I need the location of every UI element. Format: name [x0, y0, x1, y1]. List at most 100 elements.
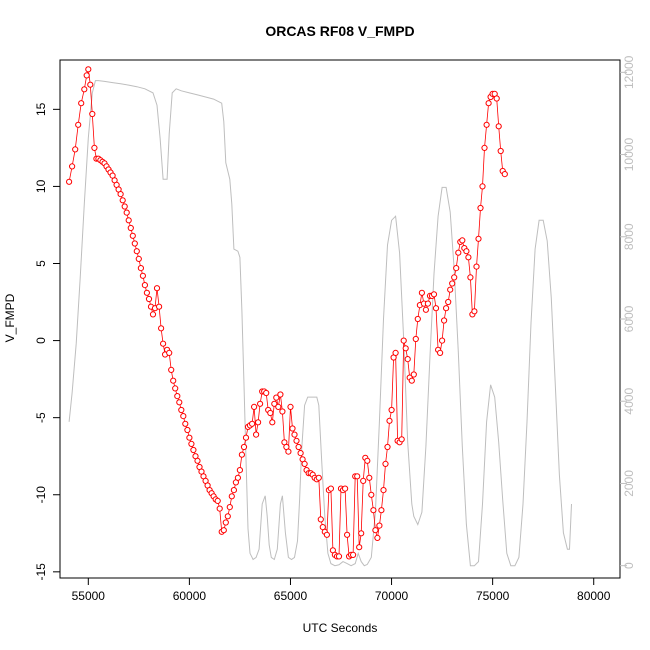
data-point: [166, 349, 173, 356]
data-point: [370, 507, 377, 514]
data-point: [483, 121, 490, 128]
data-point: [410, 371, 417, 378]
y2-tick-label: 0: [622, 562, 636, 569]
data-point: [449, 280, 456, 287]
axes: 55000 60000 65000 70000 75000 80000-15-10-505…: [34, 55, 636, 603]
data-point: [380, 487, 387, 494]
x-tick-label: 70000: [375, 589, 409, 603]
data-point: [257, 400, 264, 407]
data-point: [430, 291, 438, 298]
data-point: [374, 534, 381, 542]
data-point: [479, 183, 486, 190]
data-point: [323, 531, 330, 538]
data-point: [455, 249, 462, 256]
data-point: [287, 403, 294, 410]
data-point: [267, 409, 274, 417]
data-point: [216, 505, 223, 512]
data-point: [473, 263, 480, 270]
data-point: [222, 519, 229, 526]
data-point: [398, 436, 405, 443]
data-point: [382, 460, 389, 467]
data-point: [238, 451, 245, 458]
y2-tick-label: 12000: [622, 55, 636, 89]
data-point: [275, 403, 282, 410]
data-point: [437, 349, 444, 356]
data-point: [253, 431, 260, 438]
data-point: [384, 443, 391, 451]
data-point: [477, 204, 484, 212]
x-tick-label: 55000: [72, 589, 106, 603]
data-point: [372, 527, 379, 534]
plot-frame: [59, 59, 621, 579]
data-point: [418, 289, 425, 296]
data-point: [125, 217, 132, 224]
data-point: [443, 305, 450, 312]
primary-series-line: [68, 69, 506, 558]
data-point: [81, 86, 88, 93]
data-point: [459, 237, 466, 244]
y2-tick-label: 10000: [622, 138, 636, 172]
data-point: [72, 146, 79, 153]
data-point: [493, 95, 500, 102]
data-point: [178, 406, 185, 414]
data-point: [170, 377, 177, 384]
chart-title: ORCAS RF08 V_FMPD: [265, 23, 414, 39]
data-point: [414, 315, 421, 323]
data-point: [358, 530, 365, 537]
primary-series: [66, 66, 508, 560]
data-point: [441, 317, 448, 324]
data-point: [445, 298, 452, 306]
data-point: [291, 431, 298, 438]
x-tick-label: 65000: [274, 589, 308, 603]
data-point: [228, 493, 235, 500]
data-point: [273, 394, 280, 401]
data-point: [392, 349, 399, 356]
data-point: [297, 450, 304, 457]
data-point: [226, 504, 233, 511]
data-point: [376, 522, 383, 529]
data-point: [271, 400, 278, 407]
y-tick-label: 5: [34, 260, 48, 267]
data-point: [495, 123, 502, 130]
data-point: [497, 147, 504, 155]
data-point: [149, 311, 157, 318]
data-point: [269, 419, 276, 426]
data-point: [188, 440, 195, 447]
data-point: [220, 527, 227, 534]
data-point: [447, 286, 454, 293]
x-tick-label: 75000: [476, 589, 510, 603]
data-point: [131, 240, 138, 247]
data-point: [174, 393, 181, 400]
data-point: [471, 308, 478, 315]
data-point: [424, 300, 431, 307]
data-point: [404, 356, 411, 363]
data-point: [236, 467, 243, 474]
data-point: [168, 366, 175, 373]
data-point: [327, 485, 334, 492]
data-point: [354, 473, 361, 480]
data-point: [66, 178, 73, 185]
data-point: [350, 551, 357, 559]
data-point: [172, 385, 179, 392]
data-point: [463, 248, 470, 255]
data-point: [242, 434, 250, 441]
data-point: [475, 235, 482, 242]
data-point: [263, 389, 270, 397]
data-point: [194, 457, 201, 464]
data-point: [180, 413, 187, 420]
y-tick-label: 0: [34, 337, 48, 344]
data-point: [465, 254, 472, 261]
data-point: [432, 305, 440, 312]
data-point: [182, 420, 189, 427]
data-point: [439, 337, 446, 344]
data-point: [123, 209, 130, 216]
data-point: [402, 345, 409, 352]
y-tick-label: 15: [34, 102, 48, 116]
data-point: [156, 303, 163, 310]
data-point: [91, 144, 98, 151]
data-point: [158, 325, 165, 332]
data-point: [295, 443, 302, 451]
data-point: [412, 335, 419, 343]
y2-tick-label: 4000: [622, 388, 636, 415]
